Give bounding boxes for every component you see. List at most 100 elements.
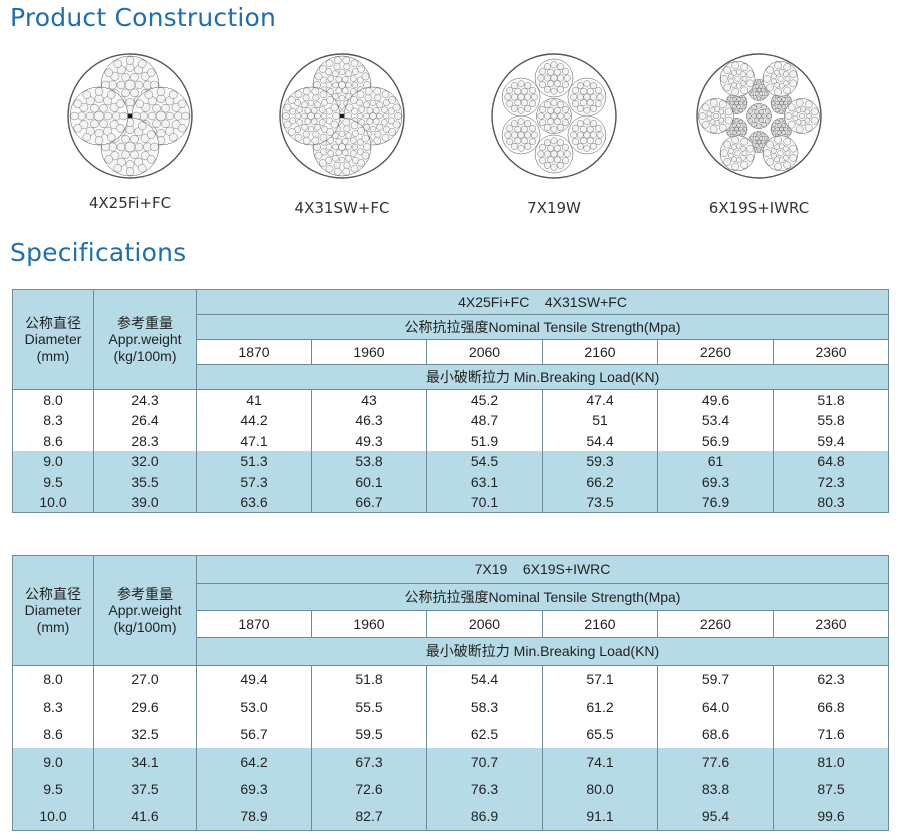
breaking-load-cell: 91.1	[542, 803, 658, 831]
diameter-cell: 9.5	[12, 471, 94, 492]
weight-cell: 29.6	[93, 693, 197, 721]
breaking-load-cell: 47.4	[542, 389, 658, 410]
rope-7x19w-label: 7X19W	[527, 199, 581, 217]
breaking-load-cell: 66.8	[772, 693, 890, 721]
breaking-load-cell: 69.3	[196, 775, 312, 803]
breaking-load-header: 最小破断拉力 Min.Breaking Load(KN)	[195, 637, 890, 666]
breaking-load-cell: 57.3	[196, 471, 312, 492]
diameter-cell: 8.3	[12, 410, 94, 431]
breaking-load-cell: 86.9	[426, 803, 543, 831]
table-row: 8.6 32.5 56.7 59.5 62.5 65.5 68.6 71.6	[12, 720, 890, 748]
breaking-load-cell: 71.6	[772, 720, 890, 748]
breaking-load-cell: 87.5	[772, 775, 890, 803]
table-row: 10.0 41.6 78.9 82.7 86.9 91.1 95.4 99.6	[12, 803, 890, 831]
breaking-load-cell: 69.3	[657, 471, 774, 492]
breaking-load-cell: 56.9	[657, 430, 774, 451]
breaking-load-cell: 48.7	[426, 410, 543, 431]
breaking-load-header: 最小破断拉力 Min.Breaking Load(KN)	[195, 364, 890, 390]
weight-header: 参考重量 Appr.weight (kg/100m)	[93, 289, 197, 390]
diameter-cell: 8.0	[12, 665, 94, 693]
rope-4x31sw-fc-label: 4X31SW+FC	[294, 199, 390, 217]
table-row: 9.0 34.1 64.2 67.3 70.7 74.1 77.6 81.0	[12, 748, 890, 776]
breaking-load-cell: 76.9	[657, 492, 774, 513]
breaking-load-cell: 58.3	[426, 693, 543, 721]
breaking-load-cell: 59.3	[542, 451, 658, 472]
weight-cell: 27.0	[93, 665, 197, 693]
grade-header: 1960	[311, 610, 427, 638]
diameter-cell: 8.0	[12, 389, 94, 410]
breaking-load-cell: 49.6	[657, 389, 774, 410]
diameter-cell: 9.0	[12, 748, 94, 776]
table-row: 8.0 27.0 49.4 51.8 54.4 57.1 59.7 62.3	[12, 665, 890, 693]
table-row: 9.5 35.5 57.3 60.1 63.1 66.2 69.3 72.3	[12, 471, 890, 492]
rope-4x31sw-fc-figure: 4X31SW+FC	[226, 52, 458, 232]
diameter-cell: 10.0	[12, 803, 94, 831]
tensile-strength-header: 公称抗拉强度Nominal Tensile Strength(Mpa)	[195, 314, 890, 340]
table-row: 10.0 39.0 63.6 66.7 70.1 73.5 76.9 80.3	[12, 492, 890, 513]
breaking-load-cell: 59.7	[657, 665, 774, 693]
breaking-load-cell: 61	[657, 451, 774, 472]
breaking-load-cell: 72.3	[772, 471, 890, 492]
grade-header: 2060	[426, 610, 543, 638]
grade-header: 2360	[772, 610, 890, 638]
rope-7x19w-figure: 7X19W	[438, 52, 670, 232]
breaking-load-cell: 53.0	[196, 693, 312, 721]
breaking-load-cell: 44.2	[196, 410, 312, 431]
weight-cell: 24.3	[93, 389, 197, 410]
construction-header: 4X25Fi+FC 4X31SW+FC	[195, 289, 890, 315]
breaking-load-cell: 60.1	[311, 471, 427, 492]
grade-header: 2160	[542, 339, 658, 365]
diameter-cell: 8.3	[12, 693, 94, 721]
breaking-load-cell: 62.3	[772, 665, 890, 693]
breaking-load-cell: 53.4	[657, 410, 774, 431]
grade-header: 1870	[196, 339, 312, 365]
breaking-load-cell: 51.3	[196, 451, 312, 472]
breaking-load-cell: 51	[542, 410, 658, 431]
weight-cell: 41.6	[93, 803, 197, 831]
breaking-load-cell: 70.7	[426, 748, 543, 776]
table-row: 8.6 28.3 47.1 49.3 51.9 54.4 56.9 59.4	[12, 430, 890, 451]
weight-cell: 34.1	[93, 748, 197, 776]
breaking-load-cell: 46.3	[311, 410, 427, 431]
table-row: 9.0 32.0 51.3 53.8 54.5 59.3 61 64.8	[12, 451, 890, 472]
rope-4x31sw-fc-icon	[279, 53, 405, 179]
breaking-load-cell: 41	[196, 389, 312, 410]
breaking-load-cell: 70.1	[426, 492, 543, 513]
breaking-load-cell: 76.3	[426, 775, 543, 803]
breaking-load-cell: 55.5	[311, 693, 427, 721]
product-construction-title: Product Construction	[10, 3, 277, 32]
breaking-load-cell: 59.5	[311, 720, 427, 748]
table-row: 8.3 26.4 44.2 46.3 48.7 51 53.4 55.8	[12, 410, 890, 431]
weight-cell: 37.5	[93, 775, 197, 803]
breaking-load-cell: 80.3	[772, 492, 890, 513]
breaking-load-cell: 78.9	[196, 803, 312, 831]
breaking-load-cell: 47.1	[196, 430, 312, 451]
breaking-load-cell: 66.2	[542, 471, 658, 492]
rope-6x19s-iwrc-icon	[696, 53, 822, 179]
spec-table-2: 公称直径 Diameter (mm) 参考重量 Appr.weight (kg/…	[12, 555, 890, 831]
breaking-load-cell: 51.9	[426, 430, 543, 451]
breaking-load-cell: 83.8	[657, 775, 774, 803]
breaking-load-cell: 81.0	[772, 748, 890, 776]
breaking-load-cell: 54.4	[542, 430, 658, 451]
rope-4x25fi-fc-icon	[67, 53, 193, 179]
spec-table-1: 公称直径 Diameter (mm) 参考重量 Appr.weight (kg/…	[12, 289, 890, 513]
breaking-load-cell: 99.6	[772, 803, 890, 831]
breaking-load-cell: 45.2	[426, 389, 543, 410]
grade-header: 2160	[542, 610, 658, 638]
grade-header: 1870	[196, 610, 312, 638]
breaking-load-cell: 51.8	[772, 389, 890, 410]
rope-4x25fi-fc-label: 4X25Fi+FC	[88, 194, 172, 212]
breaking-load-cell: 55.8	[772, 410, 890, 431]
grade-header: 1960	[311, 339, 427, 365]
breaking-load-cell: 59.4	[772, 430, 890, 451]
table-row: 9.5 37.5 69.3 72.6 76.3 80.0 83.8 87.5	[12, 775, 890, 803]
breaking-load-cell: 63.1	[426, 471, 543, 492]
weight-cell: 26.4	[93, 410, 197, 431]
diameter-cell: 9.5	[12, 775, 94, 803]
breaking-load-cell: 64.2	[196, 748, 312, 776]
rope-7x19w-icon	[491, 53, 617, 179]
breaking-load-cell: 49.4	[196, 665, 312, 693]
diameter-cell: 8.6	[12, 430, 94, 451]
rope-6x19s-iwrc-label: 6X19S+IWRC	[708, 199, 810, 217]
